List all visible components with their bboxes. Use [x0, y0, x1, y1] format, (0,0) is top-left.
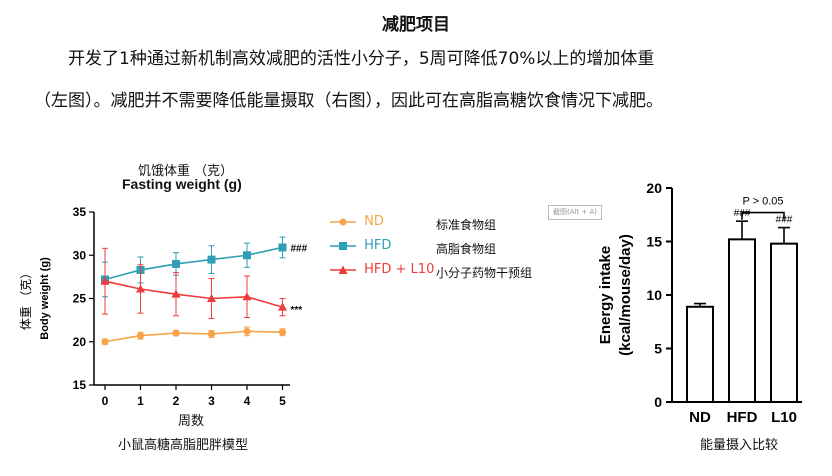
data-point-l10: [242, 292, 252, 301]
data-point-nd: [278, 328, 287, 336]
data-point-hfd: [207, 255, 216, 264]
series-line-1: [104, 246, 283, 281]
right-y-tick-label: 15: [646, 234, 662, 250]
page-title: 减肥项目: [382, 15, 450, 35]
right-y-tick-label: 0: [654, 394, 662, 410]
left-y-tick-label: 15: [73, 378, 87, 392]
data-point-hfd: [172, 259, 180, 268]
bar-category-label: ND: [689, 409, 711, 426]
bar-l10: [770, 242, 798, 403]
data-point-hfd: [278, 243, 287, 252]
left-x-tick-label: 1: [137, 394, 144, 408]
data-point-nd: [243, 327, 251, 335]
series-line-0: [104, 330, 283, 343]
bar-significance-mark: ###: [776, 215, 793, 226]
legend-label-nd: ND: [364, 214, 384, 229]
left-y-tick-label: 25: [73, 292, 87, 306]
hfd-significance-mark: ###: [291, 243, 308, 254]
left-y-axis-label: Body weight (g): [39, 257, 51, 340]
legend-cn-l10: 小分子药物干预组: [436, 266, 533, 280]
legend-label-l10: HFD + L10: [364, 262, 435, 277]
data-point-l10: [136, 284, 145, 293]
left-x-tick-label: 4: [244, 394, 251, 408]
bar-nd: [686, 305, 714, 403]
data-point-l10: [207, 294, 216, 302]
right-chart-caption: 能量摄入比较: [700, 438, 779, 453]
left-chart-cn-xlabel: 周数: [178, 414, 205, 429]
left-chart-cn-title: 饥饿体重 （克）: [138, 164, 234, 179]
screenshot-hint-tag: 截图(Alt + A): [548, 205, 602, 220]
legend-swatch-hfd: [330, 241, 356, 250]
right-y-tick-label: 5: [654, 341, 662, 357]
left-y-tick-label: 20: [73, 335, 87, 349]
intro-line-2: （左图）。减肥并不需要降低能量摄取（右图），因此可在高脂高糖饮食情况下减肥。: [34, 91, 663, 111]
legend-cn-nd: 标准食物组: [436, 218, 497, 232]
legend-swatch-nd: [330, 218, 356, 225]
left-y-axis-cn-label: 体重 （克）: [19, 267, 33, 330]
data-point-l10: [100, 276, 110, 285]
right-y-tick-label: 20: [646, 180, 662, 196]
data-point-l10: [278, 302, 287, 311]
data-point-hfd: [243, 251, 251, 260]
data-point-nd: [172, 329, 180, 337]
right-y-axis-unit: (kcal/mouse/day): [617, 234, 634, 356]
data-point-nd: [136, 332, 145, 340]
legend-label-hfd: HFD: [364, 238, 392, 253]
bar-category-label: HFD: [727, 409, 758, 426]
legend-cn-hfd: 高脂食物组: [436, 242, 497, 256]
l10-significance-mark: ***: [291, 305, 303, 316]
right-y-axis-label: Energy intake: [597, 246, 614, 344]
legend-item-l10: HFD + L10: [330, 262, 434, 277]
pvalue-bracket: [741, 211, 785, 220]
bar-hfd: [728, 238, 756, 403]
left-x-tick-label: 5: [279, 394, 286, 408]
left-chart-title: Fasting weight (g): [122, 176, 242, 192]
series-line-2: [104, 280, 283, 308]
left-chart-caption: 小鼠高糖高脂肥胖模型: [118, 438, 249, 453]
intro-line-1: 开发了1种通过新机制高效减肥的活性小分子，5周可降低70%以上的增加体重: [68, 49, 655, 69]
pvalue-label: P > 0.05: [742, 196, 783, 208]
left-x-tick-label: 3: [208, 394, 215, 408]
legend-item-nd: ND: [330, 214, 384, 229]
left-y-tick-label: 30: [73, 248, 87, 262]
left-y-tick-label: 35: [73, 205, 87, 219]
bar-category-label: L10: [771, 409, 797, 426]
left-x-tick-label: 2: [173, 394, 180, 408]
right-y-tick-label: 10: [646, 287, 662, 303]
left-x-tick-label: 0: [102, 394, 109, 408]
legend-item-hfd: HFD: [330, 238, 391, 253]
data-point-nd: [207, 330, 216, 338]
data-point-nd: [101, 338, 109, 346]
data-point-l10: [171, 289, 181, 298]
legend-swatch-l10: [330, 265, 356, 274]
